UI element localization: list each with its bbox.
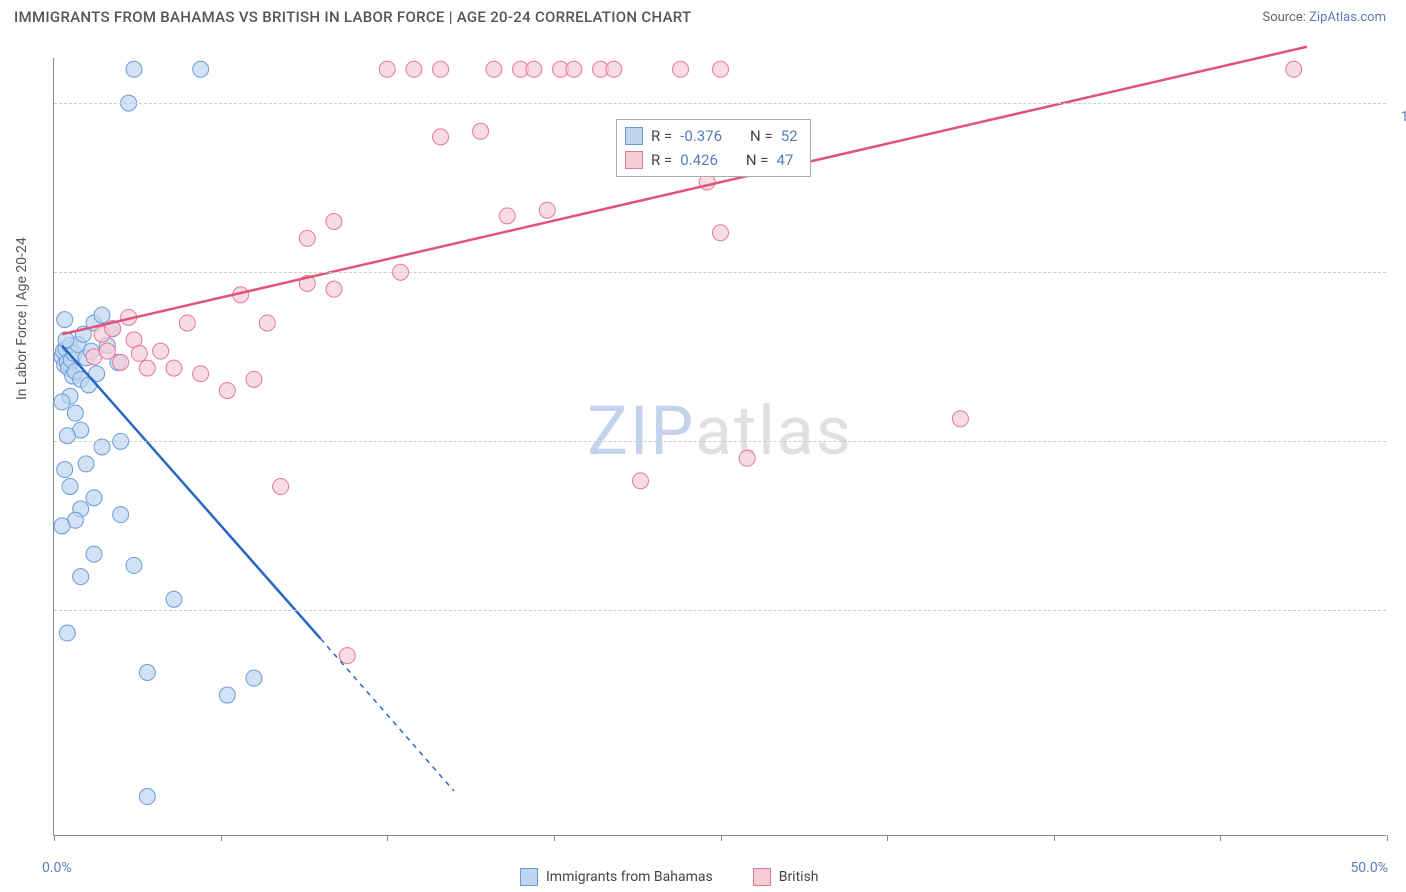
r-label: R = [651,151,672,169]
data-point [299,230,315,246]
data-point [739,450,755,466]
legend-item: Immigrants from Bahamas [520,868,713,886]
data-point [139,789,155,805]
regression-line [62,47,1307,335]
chart-header: IMMIGRANTS FROM BAHAMAS VS BRITISH IN LA… [0,0,1406,32]
x-axis-max: 50.0% [1350,860,1388,876]
data-point [62,478,78,494]
data-point [99,343,115,359]
x-tick [54,835,55,841]
data-point [179,315,195,331]
data-point [131,345,147,361]
x-tick [387,835,388,841]
r-value: -0.376 [680,127,722,145]
data-point [952,411,968,427]
data-point [486,61,502,77]
stats-row: R = -0.376 N = 52 [625,124,798,148]
data-point [86,546,102,562]
n-label: N = [746,151,769,169]
data-point [606,61,622,77]
n-label: N = [750,127,773,145]
data-point [433,129,449,145]
data-point [713,225,729,241]
n-value: 52 [781,127,798,145]
source-link[interactable]: ZipAtlas.com [1309,10,1386,25]
chart-plot-area: ZIPatlas R = -0.376N = 52R = 0.426N = 47… [53,58,1386,836]
data-point [339,648,355,664]
series-swatch [625,127,643,145]
legend-label: British [779,869,819,885]
x-axis-origin: 0.0% [42,860,72,876]
data-point [94,307,110,323]
data-point [219,687,235,703]
data-point [379,61,395,77]
x-tick [721,835,722,841]
data-point [54,394,70,410]
data-point [713,61,729,77]
gridline [54,610,1386,611]
gridline [54,272,1386,273]
r-label: R = [651,127,672,145]
data-point [1286,61,1302,77]
data-point [326,281,342,297]
correlation-stats-box: R = -0.376 N = 52 R = 0.426 N = 47 [616,119,811,177]
legend-item: British [753,868,819,886]
legend-swatch [753,868,771,886]
data-point [126,61,142,77]
legend-swatch [520,868,538,886]
data-point [246,670,262,686]
data-point [78,456,94,472]
y-axis-label: In Labor Force | Age 20-24 [14,237,30,400]
gridline [54,103,1386,104]
data-point [113,507,129,523]
x-tick [221,835,222,841]
data-point [139,360,155,376]
data-point [326,213,342,229]
legend-label: Immigrants from Bahamas [546,869,713,885]
series-swatch [625,151,643,169]
data-point [566,61,582,77]
x-tick [1220,835,1221,841]
data-point [246,371,262,387]
data-point [526,61,542,77]
regression-line-dashed [321,639,454,791]
r-value: 0.426 [680,151,718,169]
data-point [126,557,142,573]
chart-legend: Immigrants from Bahamas British [520,868,819,886]
stats-row: R = 0.426 N = 47 [625,148,798,172]
data-point [473,123,489,139]
data-point [86,490,102,506]
data-point [433,61,449,77]
data-point [139,665,155,681]
chart-title: IMMIGRANTS FROM BAHAMAS VS BRITISH IN LA… [14,8,692,26]
data-point [406,61,422,77]
data-point [499,208,515,224]
data-point [59,625,75,641]
data-point [166,591,182,607]
x-tick [887,835,888,841]
gridline [54,441,1386,442]
chart-source: Source: ZipAtlas.com [1262,10,1386,25]
data-point [113,354,129,370]
x-tick [554,835,555,841]
data-point [57,462,73,478]
data-point [539,202,555,218]
x-tick [1387,835,1388,841]
y-tick-label: 100.0% [1401,109,1406,125]
data-point [57,312,73,328]
data-point [219,383,235,399]
data-point [193,61,209,77]
data-point [73,569,89,585]
data-point [259,315,275,331]
data-point [153,343,169,359]
n-value: 47 [777,151,794,169]
data-point [633,473,649,489]
data-point [67,405,83,421]
x-tick [1054,835,1055,841]
data-point [673,61,689,77]
data-point [193,366,209,382]
data-point [273,478,289,494]
data-point [166,360,182,376]
data-point [54,518,70,534]
